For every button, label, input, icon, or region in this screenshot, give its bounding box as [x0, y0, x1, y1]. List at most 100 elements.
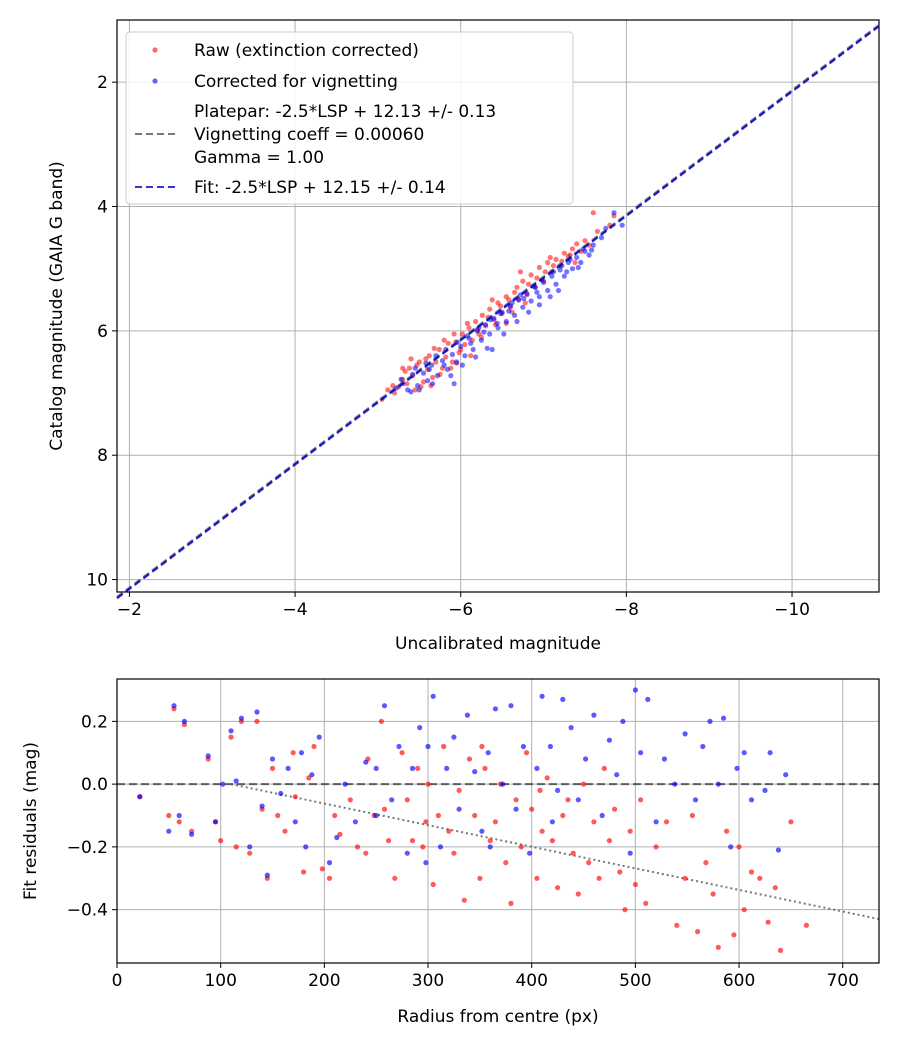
top-raw-point: [462, 341, 468, 348]
bot-corrected-point: [298, 750, 305, 756]
top-corrected-point: [611, 210, 617, 216]
bot-raw-point: [731, 932, 737, 938]
top-corrected-point: [439, 358, 446, 364]
top-corrected-point: [484, 345, 490, 351]
top-fit-lines: [116, 24, 880, 600]
top-corrected-point: [586, 252, 592, 258]
bot-corrected-point: [220, 781, 226, 787]
top-points: [379, 210, 625, 402]
bot-raw-point: [622, 907, 628, 913]
bot-corrected-point: [485, 750, 491, 756]
bot-corrected-point: [404, 850, 410, 856]
bot-raw-point: [306, 775, 312, 781]
top-x-ticks: −2 −4 −6 −8 −10: [117, 592, 810, 620]
bot-corrected-point: [653, 819, 659, 825]
bot-raw-point: [456, 787, 462, 794]
top-corrected-point: [459, 362, 465, 368]
bot-raw-point: [695, 929, 701, 935]
bot-raw-point: [591, 819, 597, 825]
bot-raw-point: [508, 900, 514, 907]
bot-ytick-label: −0.2: [67, 838, 108, 858]
top-corrected-point: [589, 247, 595, 253]
bot-raw-point: [404, 797, 410, 803]
bot-raw-point: [254, 718, 260, 725]
bot-raw-point: [565, 797, 571, 803]
bot-corrected-point: [417, 725, 423, 731]
calibration-plot: −2 −4 −6 −8 −10 2 4 6 8 10 Uncalibrated magnitud…: [47, 19, 880, 654]
top-raw-point: [511, 289, 518, 295]
top-raw-point: [473, 318, 479, 325]
bottom-grid: [116, 679, 879, 963]
top-raw-point: [553, 256, 559, 262]
bot-corrected-point: [303, 844, 309, 850]
bot-raw-point: [301, 869, 307, 875]
top-raw-point: [451, 331, 457, 337]
top-raw-point: [426, 353, 432, 359]
top-corrected-point: [536, 302, 543, 308]
top-raw-point: [385, 387, 391, 393]
bot-corrected-point: [748, 797, 755, 803]
bot-raw-point: [392, 875, 398, 881]
bot-corrected-point: [326, 860, 333, 866]
bottom-reference-lines: [117, 783, 880, 921]
bot-raw-point: [555, 885, 561, 891]
top-corrected-point: [426, 366, 432, 372]
top-corrected-point: [598, 235, 605, 241]
top-corrected-point: [574, 254, 580, 261]
bot-raw-point: [482, 765, 488, 772]
bot-raw-point: [477, 875, 483, 881]
top-raw-point: [459, 331, 465, 337]
bot-corrected-point: [479, 828, 485, 834]
top-ytick-label: 4: [97, 198, 108, 218]
top-corrected-point: [415, 383, 421, 389]
bot-corrected-point: [575, 797, 581, 803]
bot-raw-point: [741, 907, 747, 913]
bot-raw-point: [724, 828, 730, 834]
top-corrected-point: [506, 308, 512, 314]
bot-corrected-point: [707, 718, 713, 725]
bot-corrected-point: [352, 819, 358, 825]
top-corrected-point: [483, 322, 489, 328]
bot-ytick-label: 0.2: [81, 712, 108, 732]
top-corrected-point: [619, 222, 625, 228]
bot-corrected-point: [437, 844, 444, 850]
bot-corrected-point: [464, 712, 470, 718]
bot-corrected-point: [176, 812, 182, 819]
top-y-axis-label: Catalog magnitude (GAIA G band): [47, 161, 67, 451]
bot-corrected-point: [381, 703, 388, 709]
bot-raw-point: [765, 919, 771, 925]
bot-raw-point: [601, 765, 607, 772]
top-corrected-point: [451, 381, 457, 387]
bot-corrected-point: [334, 834, 340, 841]
bot-corrected-point: [137, 794, 143, 800]
bot-raw-point: [503, 860, 509, 866]
bot-corrected-point: [238, 715, 244, 721]
top-raw-point: [443, 354, 449, 360]
top-corrected-point: [444, 366, 451, 372]
bot-corrected-point: [492, 706, 498, 712]
bot-corrected-point: [430, 693, 436, 699]
bot-corrected-point: [259, 803, 265, 809]
top-raw-point: [489, 297, 495, 303]
bot-raw-point: [363, 850, 369, 856]
bot-corrected-point: [762, 787, 768, 794]
top-corrected-point: [503, 318, 509, 325]
bot-corrected-point: [715, 781, 721, 787]
top-corrected-point: [569, 266, 576, 272]
top-raw-point: [420, 379, 427, 385]
top-corrected-point: [412, 365, 418, 371]
top-raw-point: [406, 365, 412, 371]
top-raw-point: [536, 264, 543, 271]
bot-raw-point: [269, 765, 276, 772]
bot-raw-point: [247, 850, 253, 856]
bottom-axes-frame: [116, 678, 880, 964]
bot-corrected-point: [539, 693, 545, 699]
bot-raw-point: [446, 828, 452, 834]
bot-raw-point: [748, 869, 755, 875]
top-axes-frame: [116, 19, 880, 593]
top-corrected-point: [470, 346, 476, 353]
bot-xtick-label: 700: [826, 971, 858, 991]
top-corrected-point: [564, 269, 570, 275]
bot-raw-point: [425, 781, 431, 787]
bot-corrected-point: [534, 765, 540, 772]
